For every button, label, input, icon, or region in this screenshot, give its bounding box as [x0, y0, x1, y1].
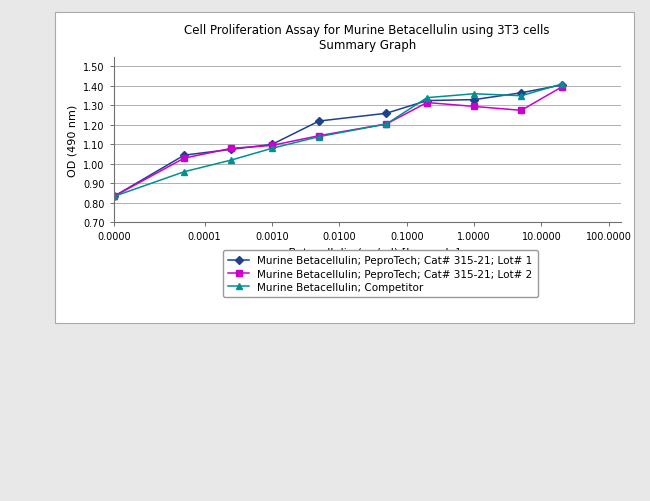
Murine Betacellulin; PeproTech; Cat# 315-21; Lot# 2	[315, 133, 323, 139]
Murine Betacellulin; PeproTech; Cat# 315-21; Lot# 1	[517, 91, 525, 97]
Murine Betacellulin; PeproTech; Cat# 315-21; Lot# 1	[180, 153, 188, 159]
Line: Murine Betacellulin; Competitor: Murine Betacellulin; Competitor	[111, 82, 565, 200]
Murine Betacellulin; PeproTech; Cat# 315-21; Lot# 1	[268, 142, 276, 148]
Legend: Murine Betacellulin; PeproTech; Cat# 315-21; Lot# 1, Murine Betacellulin; PeproT: Murine Betacellulin; PeproTech; Cat# 315…	[223, 250, 538, 297]
Murine Betacellulin; Competitor	[382, 122, 390, 128]
Murine Betacellulin; Competitor	[227, 158, 235, 164]
Murine Betacellulin; PeproTech; Cat# 315-21; Lot# 1	[227, 147, 235, 153]
Murine Betacellulin; Competitor	[423, 96, 431, 102]
Murine Betacellulin; PeproTech; Cat# 315-21; Lot# 2	[517, 108, 525, 114]
Murine Betacellulin; PeproTech; Cat# 315-21; Lot# 2	[110, 194, 118, 200]
Murine Betacellulin; PeproTech; Cat# 315-21; Lot# 1	[470, 97, 478, 103]
Line: Murine Betacellulin; PeproTech; Cat# 315-21; Lot# 2: Murine Betacellulin; PeproTech; Cat# 315…	[111, 85, 565, 200]
Murine Betacellulin; PeproTech; Cat# 315-21; Lot# 2	[268, 143, 276, 149]
Murine Betacellulin; PeproTech; Cat# 315-21; Lot# 1	[558, 83, 566, 89]
Y-axis label: OD (490 nm): OD (490 nm)	[68, 104, 77, 176]
Murine Betacellulin; PeproTech; Cat# 315-21; Lot# 2	[180, 156, 188, 162]
Murine Betacellulin; Competitor	[558, 82, 566, 88]
Murine Betacellulin; Competitor	[268, 146, 276, 152]
Murine Betacellulin; Competitor	[470, 92, 478, 98]
Murine Betacellulin; PeproTech; Cat# 315-21; Lot# 2	[558, 85, 566, 91]
Murine Betacellulin; PeproTech; Cat# 315-21; Lot# 1	[423, 98, 431, 104]
Murine Betacellulin; PeproTech; Cat# 315-21; Lot# 2	[382, 122, 390, 128]
Murine Betacellulin; Competitor	[315, 134, 323, 140]
Murine Betacellulin; PeproTech; Cat# 315-21; Lot# 2	[470, 104, 478, 110]
Murine Betacellulin; PeproTech; Cat# 315-21; Lot# 2	[227, 146, 235, 152]
Murine Betacellulin; Competitor	[517, 94, 525, 100]
Murine Betacellulin; PeproTech; Cat# 315-21; Lot# 1	[382, 111, 390, 117]
Murine Betacellulin; PeproTech; Cat# 315-21; Lot# 1	[110, 194, 118, 200]
Murine Betacellulin; Competitor	[110, 194, 118, 200]
Title: Cell Proliferation Assay for Murine Betacellulin using 3T3 cells
Summary Graph: Cell Proliferation Assay for Murine Beta…	[185, 25, 550, 52]
Murine Betacellulin; PeproTech; Cat# 315-21; Lot# 2	[423, 100, 431, 106]
Line: Murine Betacellulin; PeproTech; Cat# 315-21; Lot# 1: Murine Betacellulin; PeproTech; Cat# 315…	[111, 83, 565, 200]
Murine Betacellulin; PeproTech; Cat# 315-21; Lot# 1	[315, 119, 323, 125]
Murine Betacellulin; Competitor	[180, 169, 188, 175]
X-axis label: m-Betacellulin (ng/ml) [log scale]: m-Betacellulin (ng/ml) [log scale]	[274, 247, 460, 258]
